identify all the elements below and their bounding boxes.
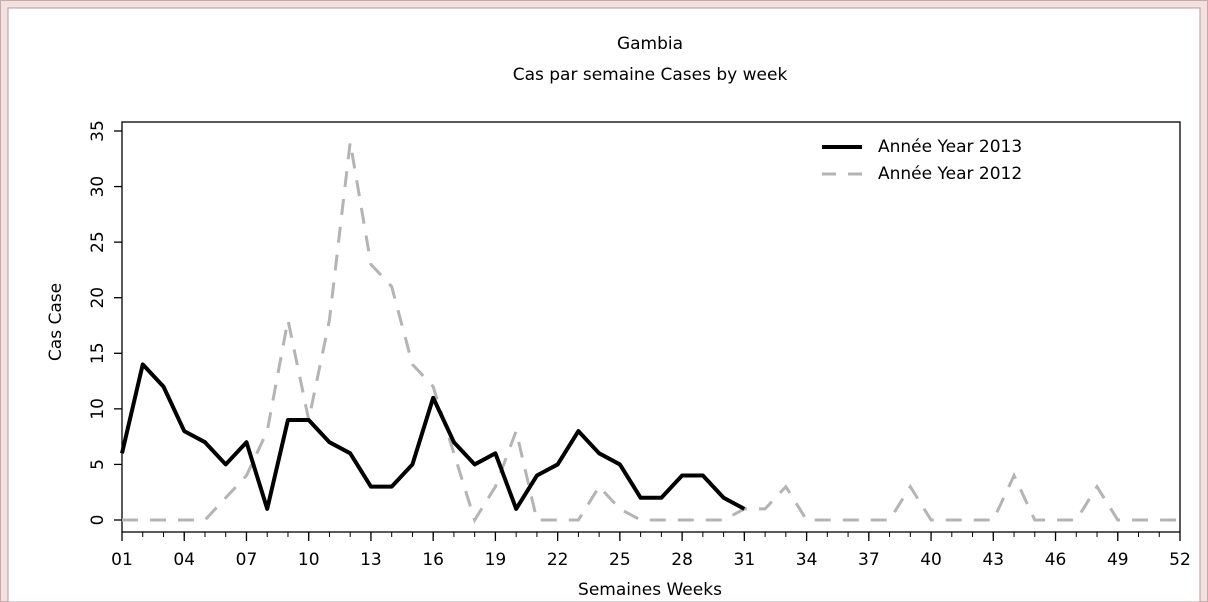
y-tick-label: 0 [88,515,108,526]
x-tick-label: 07 [236,550,258,570]
x-tick-label: 46 [1045,550,1067,570]
plot-frame [121,121,1181,533]
x-tick-label: 22 [547,550,569,570]
y-tick-label: 20 [88,287,108,309]
x-tick-label: 40 [920,550,942,570]
x-tick-label: 19 [485,550,507,570]
x-tick-label: 04 [173,550,195,570]
y-tick-label: 5 [88,459,108,470]
y-axis-title: Cas Case [46,283,66,361]
y-tick-label: 15 [88,342,108,364]
legend-label: Année Year 2013 [878,137,1022,157]
x-tick-label: 16 [422,550,444,570]
x-tick-label: 31 [734,550,756,570]
x-axis-title: Semaines Weeks [578,580,722,600]
y-tick-label: 30 [88,176,108,198]
x-tick-label: 37 [858,550,880,570]
x-tick-label: 34 [796,550,818,570]
series-line [122,141,1180,524]
series-line [120,362,746,511]
chart-title: Gambia [617,34,683,54]
y-tick-label: 35 [88,120,108,142]
panel [7,7,1201,602]
x-tick-label: 13 [360,550,382,570]
x-tick-label: 28 [671,550,693,570]
x-tick-label: 43 [982,550,1004,570]
chart-subtitle: Cas par semaine Cases by week [513,65,788,85]
y-tick-label: 10 [88,398,108,420]
x-tick-label: 25 [609,550,631,570]
x-tick-label: 49 [1107,550,1129,570]
x-tick-label: 01 [111,550,133,570]
y-tick-label: 25 [88,231,108,253]
x-tick-label: 52 [1169,550,1191,570]
x-tick-label: 10 [298,550,320,570]
legend-label: Année Year 2012 [878,164,1022,184]
